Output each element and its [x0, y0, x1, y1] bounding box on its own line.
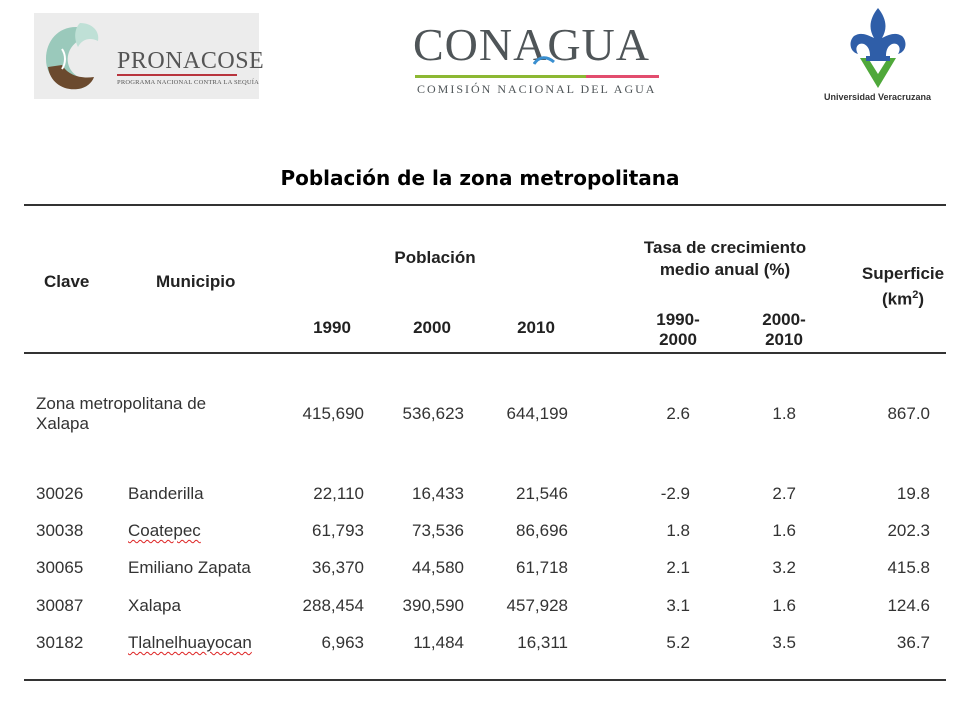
row-p1990: 6,963 — [321, 633, 364, 652]
zone-tasa1: 2.6 — [666, 404, 690, 423]
page-title: Población de la zona metropolitana — [280, 166, 680, 190]
row-p2010: 16,311 — [517, 633, 568, 652]
row-superficie: 36.7 — [896, 633, 930, 652]
row-p1990: 22,110 — [313, 484, 364, 503]
uv-name: Universidad Veracruzana — [824, 92, 932, 102]
row-municipio: Tlalnelhuayocan — [128, 633, 252, 652]
row-tasa2: 1.6 — [772, 521, 796, 540]
row-p1990: 36,370 — [312, 558, 364, 577]
header-period2-line2: 2010 — [765, 330, 803, 349]
row-p2010: 61,718 — [516, 558, 568, 577]
row-municipio: Emiliano Zapata — [128, 558, 251, 577]
row-p2010: 457,928 — [506, 596, 568, 615]
zone-p1990: 415,690 — [302, 404, 364, 423]
header-period1-line1: 1990- — [656, 310, 700, 329]
conagua-subtitle: COMISIÓN NACIONAL DEL AGUA — [417, 82, 657, 96]
header-2010: 2010 — [517, 318, 555, 337]
row-tasa2: 2.7 — [772, 484, 796, 503]
conagua-logo: CONAGUA COMISIÓN NACIONAL DEL AGUA — [413, 19, 663, 96]
row-tasa2: 3.5 — [772, 633, 796, 652]
zone-name-line1: Zona metropolitana de — [36, 394, 207, 413]
row-clave: 30087 — [36, 596, 84, 615]
row-p1990: 61,793 — [312, 521, 364, 540]
pronacose-name: PRONACOSE — [117, 48, 265, 74]
header-period2-line1: 2000- — [762, 310, 806, 329]
zone-name-line2: Xalapa — [36, 414, 89, 433]
row-superficie: 415.8 — [887, 558, 930, 577]
row-superficie: 19.8 — [896, 484, 930, 503]
row-superficie: 124.6 — [887, 596, 930, 615]
header-tasa-line2: medio anual (%) — [659, 260, 791, 279]
zone-p2010: 644,199 — [506, 404, 568, 423]
row-clave: 30026 — [36, 484, 84, 503]
row-tasa1: 5.2 — [666, 633, 690, 652]
row-p2000: 44,580 — [412, 558, 464, 577]
conagua-name: CONAGUA — [413, 19, 650, 70]
header-2000: 2000 — [413, 318, 451, 337]
row-p2010: 86,696 — [516, 521, 568, 540]
header-period1-line2: 2000 — [659, 330, 697, 349]
header-superficie-line2: (km2) — [881, 289, 925, 309]
row-p2000: 16,433 — [412, 484, 464, 503]
conagua-color-rule — [415, 75, 659, 78]
row-p1990: 288,454 — [302, 596, 364, 615]
pronacose-subtitle: PROGRAMA NACIONAL CONTRA LA SEQUÍA — [117, 79, 259, 86]
row-municipio: Banderilla — [128, 484, 204, 503]
header-poblacion: Población — [394, 248, 476, 267]
zone-tasa2: 1.8 — [772, 404, 796, 423]
row-clave: 30065 — [36, 558, 84, 577]
row-tasa1: 1.8 — [666, 521, 690, 540]
row-tasa2: 1.6 — [772, 596, 796, 615]
header-clave: Clave — [44, 272, 90, 291]
table-top-rule — [24, 204, 946, 206]
row-p2000: 11,484 — [413, 633, 464, 652]
table-header-rule — [24, 352, 946, 354]
row-p2000: 73,536 — [412, 521, 464, 540]
row-superficie: 202.3 — [887, 521, 930, 540]
pronacose-logo: PRONACOSE PROGRAMA NACIONAL CONTRA LA SE… — [34, 13, 264, 99]
pronacose-accent-bar — [117, 74, 237, 76]
zone-superficie: 867.0 — [887, 404, 930, 423]
zone-p2000: 536,623 — [402, 404, 464, 423]
row-p2010: 21,546 — [516, 484, 568, 503]
row-tasa2: 3.2 — [772, 558, 796, 577]
row-municipio: Xalapa — [128, 596, 181, 615]
pronacose-emblem-icon — [46, 23, 99, 90]
row-municipio: Coatepec — [128, 521, 201, 540]
header-1990: 1990 — [313, 318, 351, 337]
header-tasa-line1: Tasa de crecimiento — [643, 238, 807, 257]
header-municipio: Municipio — [156, 272, 236, 291]
row-tasa1: 2.1 — [666, 558, 690, 577]
wave-icon — [533, 56, 555, 65]
row-tasa1: 3.1 — [666, 596, 690, 615]
row-p2000: 390,590 — [402, 596, 464, 615]
table-bottom-rule — [24, 679, 946, 681]
row-tasa1: -2.9 — [660, 484, 690, 503]
fleur-de-lis-icon — [850, 8, 906, 88]
row-clave: 30038 — [36, 521, 84, 540]
header-superficie-line1: Superficie — [861, 264, 945, 283]
uv-logo: Universidad Veracruzana — [818, 6, 938, 106]
row-clave: 30182 — [36, 633, 84, 652]
